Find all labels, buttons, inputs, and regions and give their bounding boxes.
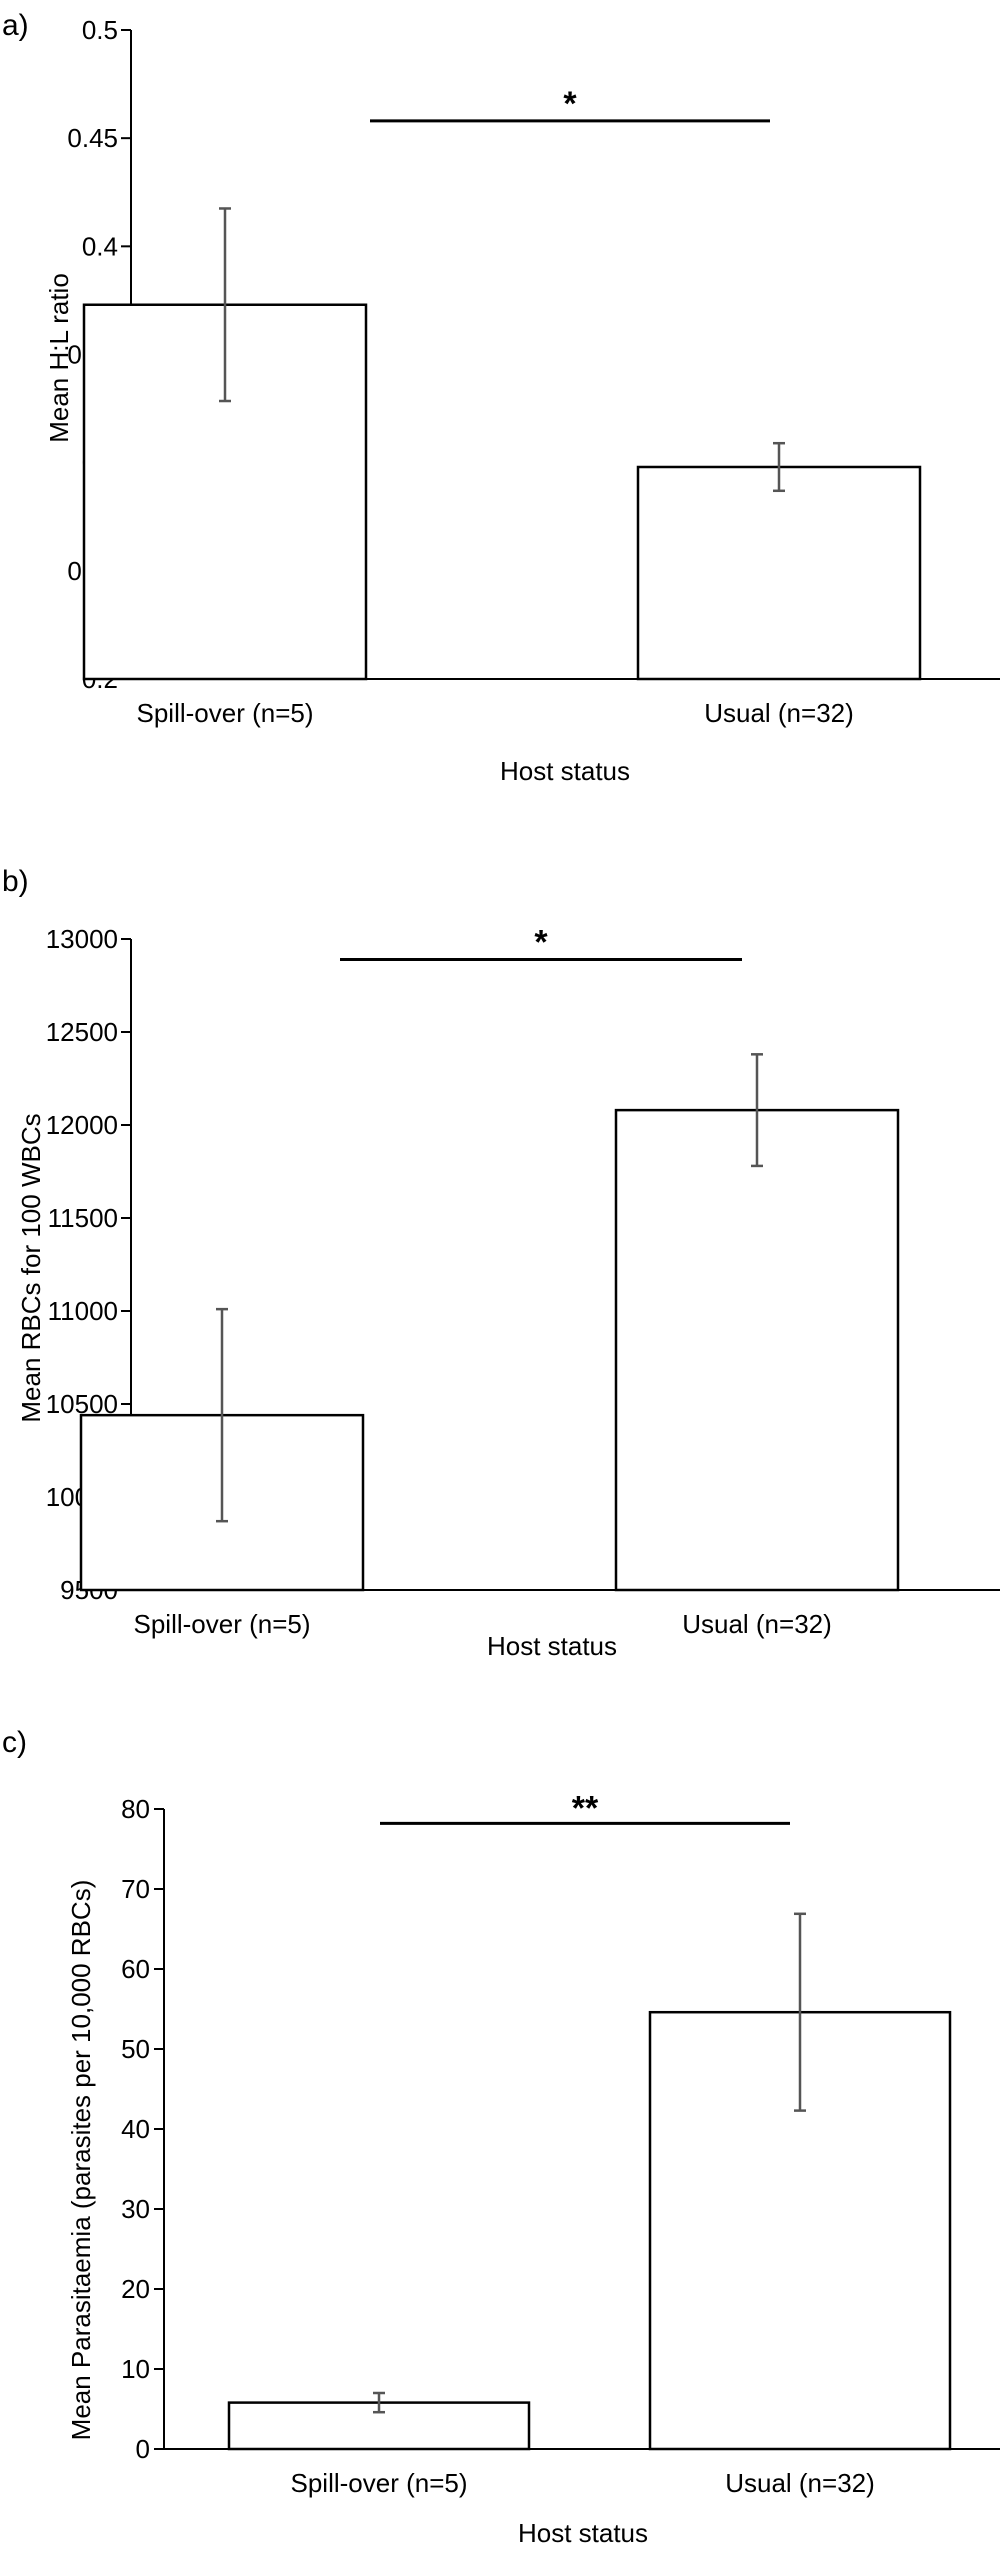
- x-axis-label-a: Host status: [500, 756, 630, 786]
- y-tick-label-c: 20: [121, 2274, 150, 2304]
- y-axis-label-b: Mean RBCs for 100 WBCs: [16, 1113, 46, 1422]
- plot-area-b: 950010000105001100011500120001250013000S…: [46, 923, 1000, 1639]
- y-tick-label-a: 0.5: [82, 15, 118, 45]
- y-axis-label-c: Mean Parasitaemia (parasites per 10,000 …: [66, 1880, 96, 2441]
- error-bar-c-spill-over: [373, 2391, 385, 2414]
- y-tick-label-c: 40: [121, 2114, 150, 2144]
- plot-area-c: 0 10 20 30 40 50 60 70 80 Spill-over (n=5) Usual (…: [121, 1789, 1000, 2498]
- error-bar-b-usual: [751, 1053, 763, 1168]
- panel-label-c: c): [2, 1726, 27, 1759]
- y-tick-label-a: 0.45: [67, 123, 118, 153]
- significance-marker-a: *: [563, 85, 577, 123]
- error-bar-a-spill-over: [219, 207, 231, 403]
- significance-marker-b: *: [534, 923, 548, 961]
- chart-c-svg: c) 0 10 20 30 40 50 60 70 80 Spill-over (n=5) Usua…: [2, 1726, 1000, 2548]
- y-tick-label-b: 12500: [46, 1017, 118, 1047]
- y-tick-label-c: 50: [121, 2034, 150, 2064]
- panel-label-b: b): [2, 865, 29, 898]
- y-tick-label-c: 0: [136, 2434, 150, 2464]
- category-label-b-usual: Usual (n=32): [682, 1609, 832, 1639]
- y-tick-label-c: 70: [121, 1874, 150, 1904]
- error-bar-b-spill-over: [216, 1307, 228, 1523]
- y-tick-label-c: 80: [121, 1794, 150, 1824]
- y-tick-label-b: 12000: [46, 1110, 118, 1140]
- category-label-c-usual: Usual (n=32): [725, 2468, 875, 2498]
- y-axis-label-a: Mean H:L ratio: [44, 273, 74, 443]
- y-tick-label-b: 11000: [48, 1296, 118, 1326]
- y-tick-label-b: 11500: [48, 1203, 118, 1233]
- bar-a-usual: [636, 465, 922, 681]
- category-label-b-spill-over: Spill-over (n=5): [133, 1609, 310, 1639]
- y-tick-label-a: 0.4: [82, 231, 118, 261]
- category-label-a-usual: Usual (n=32): [704, 698, 854, 728]
- chart-b-svg: b) 9500100001050011000115001200012500130…: [2, 865, 1000, 1661]
- significance-marker-c: **: [572, 1789, 599, 1827]
- error-bar-a-usual: [773, 441, 785, 493]
- bar-a-spill-over: [82, 303, 368, 681]
- chart-panel-b: b) 9500100001050011000115001200012500130…: [0, 840, 1001, 1680]
- y-tick-label-c: 10: [121, 2354, 150, 2384]
- x-axis-label-c: Host status: [518, 2518, 648, 2548]
- chart-panel-c: c) 0 10 20 30 40 50 60 70 80 Spill-over (n=5) Usua…: [0, 1680, 1001, 2550]
- category-label-c-spill-over: Spill-over (n=5): [290, 2468, 467, 2498]
- error-bar-c-usual: [794, 1912, 806, 2112]
- y-tick-label-c: 30: [121, 2194, 150, 2224]
- x-axis-label-b: Host status: [487, 1631, 617, 1661]
- category-label-a-spill-over: Spill-over (n=5): [136, 698, 313, 728]
- y-tick-label-c: 60: [121, 1954, 150, 1984]
- panel-label-a: a): [2, 9, 29, 42]
- y-tick-label-b: 13000: [46, 924, 118, 954]
- bar-b-usual: [614, 1108, 900, 1592]
